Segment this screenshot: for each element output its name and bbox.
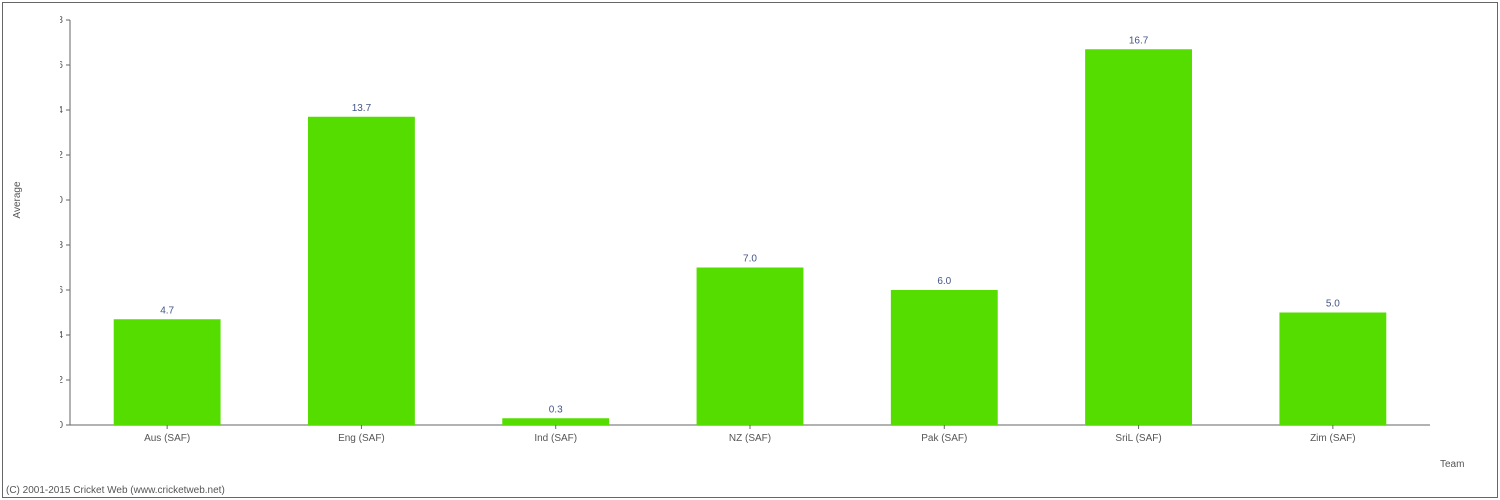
y-axis-title-container: Average [20,200,40,280]
y-tick-label: 2 [60,375,63,386]
bar [502,418,609,425]
bar-value-label: 5.0 [1326,299,1340,310]
x-tick-label: Pak (SAF) [921,433,967,444]
bar-value-label: 13.7 [352,103,372,114]
bar [1085,49,1192,425]
y-tick-label: 0 [60,420,63,431]
x-tick-label: Eng (SAF) [338,433,385,444]
x-axis-title-container: Team [1440,455,1500,475]
y-tick-label: 6 [60,285,63,296]
y-tick-label: 10 [60,195,63,206]
y-tick-label: 18 [60,15,63,26]
x-tick-label: NZ (SAF) [729,433,771,444]
bar-value-label: 0.3 [549,404,563,415]
x-tick-label: Ind (SAF) [534,433,577,444]
bar [891,290,998,425]
y-axis-title: Average [12,181,23,219]
y-tick-label: 4 [60,330,63,341]
x-axis-title: Team [1440,459,1464,470]
x-tick-label: Aus (SAF) [144,433,190,444]
bar-value-label: 4.7 [160,305,174,316]
bar [697,268,804,426]
bar [308,117,415,425]
chart-svg: 0 2 4 6 8 10 12 14 16 18 4.7 Aus (SAF) 13.7 Eng (SAF)… [60,15,1440,455]
y-tick-label: 14 [60,105,63,116]
bar [114,319,221,425]
bar-value-label: 6.0 [937,276,951,287]
x-tick-label: SriL (SAF) [1115,433,1161,444]
copyright-text: (C) 2001-2015 Cricket Web (www.cricketwe… [6,485,225,496]
bar-value-label: 7.0 [743,254,757,265]
y-tick-label: 12 [60,150,63,161]
bar [1279,313,1386,426]
x-tick-label: Zim (SAF) [1310,433,1356,444]
y-tick-label: 8 [60,240,63,251]
chart-plot: 0 2 4 6 8 10 12 14 16 18 4.7 Aus (SAF) 13.7 Eng (SAF)… [60,15,1440,455]
bar-value-label: 16.7 [1129,35,1149,46]
y-tick-label: 16 [60,60,63,71]
